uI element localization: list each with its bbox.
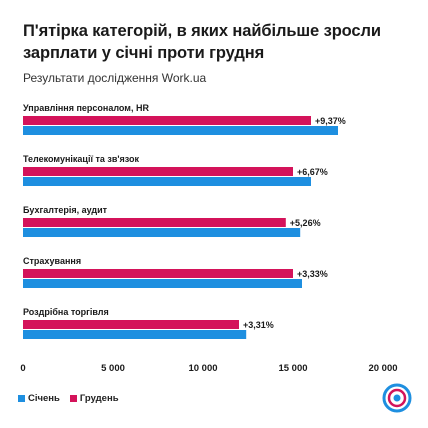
- chart-subtitle: Результати дослідження Work.ua: [23, 71, 207, 85]
- legend-label-january: Січень: [28, 393, 60, 404]
- bar-january: [23, 228, 301, 237]
- legend-item-december: Грудень: [69, 393, 119, 404]
- bar-january: [23, 177, 311, 186]
- category-label: Роздрібна торгівля: [23, 307, 109, 317]
- category-label: Телекомунікації та зв'язок: [23, 154, 140, 164]
- bar-december: [23, 320, 239, 329]
- legend-swatch-january: [18, 395, 25, 402]
- category-label: Страхування: [23, 256, 81, 266]
- data-label: +5,26%: [290, 218, 321, 228]
- bar-december: [23, 218, 286, 227]
- legend-label-december: Грудень: [79, 393, 119, 404]
- bar-january: [23, 279, 302, 288]
- x-tick-label: 0: [20, 363, 25, 374]
- category-label: Бухгалтерія, аудит: [23, 205, 108, 215]
- bar-december: [23, 269, 293, 278]
- legend-item-january: Січень: [18, 393, 60, 404]
- data-label: +3,31%: [243, 320, 274, 330]
- data-label: +6,67%: [297, 167, 328, 177]
- chart-title: П'ятірка категорій, в яких найбільше зро…: [23, 22, 381, 62]
- data-label: +9,37%: [315, 116, 346, 126]
- bar-january: [23, 126, 338, 135]
- legend-swatch-december: [69, 395, 77, 402]
- bar-january: [23, 330, 247, 339]
- data-label: +3,33%: [297, 269, 328, 279]
- legend: Січень Грудень: [18, 393, 119, 404]
- category-label: Управління персоналом, HR: [23, 103, 149, 113]
- bar-december: [23, 116, 311, 125]
- bar-december: [23, 167, 293, 176]
- x-tick-label: 10 000: [188, 363, 217, 374]
- x-tick-label: 5 000: [101, 363, 125, 374]
- workua-logo-icon: [382, 383, 412, 413]
- x-tick-label: 15 000: [278, 363, 307, 374]
- x-tick-label: 20 000: [368, 363, 397, 374]
